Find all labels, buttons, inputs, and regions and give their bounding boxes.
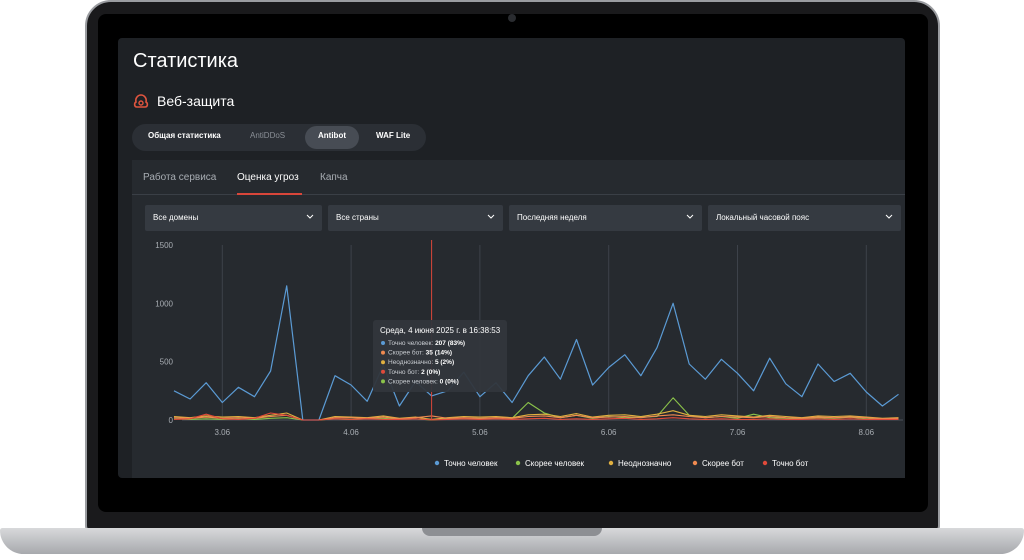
- dropdown-label: Локальный часовой пояс: [716, 213, 810, 222]
- divider: [132, 194, 905, 195]
- y-tick-label: 500: [160, 358, 174, 367]
- legend-dot: [692, 460, 698, 466]
- dropdown-label: Все страны: [336, 213, 379, 222]
- subtab[interactable]: Оценка угроз: [237, 172, 299, 183]
- tab[interactable]: Общая статистика: [148, 131, 221, 140]
- legend-dot: [608, 460, 614, 466]
- series-line: [173, 285, 899, 421]
- legend-label: Неоднозначно: [618, 459, 672, 468]
- tooltip-value: 0 (0%): [440, 378, 459, 385]
- dropdown[interactable]: Последняя неделя: [509, 205, 702, 231]
- x-tick-label: 8.06: [859, 428, 875, 437]
- tooltip-value: 207 (83%): [435, 340, 465, 347]
- dropdown[interactable]: Все страны: [328, 205, 503, 231]
- subtab[interactable]: Капча: [320, 172, 348, 183]
- chevron: [885, 214, 893, 219]
- dropdown-label: Последняя неделя: [517, 213, 587, 222]
- tooltip-box: [373, 320, 507, 392]
- tab[interactable]: Antibot: [318, 131, 346, 140]
- legend-label: Точно бот: [772, 459, 809, 468]
- x-tick-label: 4.06: [343, 428, 359, 437]
- active-tab-pill: [305, 126, 359, 149]
- series-line: [173, 397, 899, 421]
- section-title: Веб-защита: [157, 93, 235, 109]
- tooltip-label: Скорее человек:: [388, 378, 438, 385]
- tooltip-label: Точно бот:: [388, 368, 420, 376]
- y-tick-label: 1500: [155, 241, 173, 250]
- tooltip-item: Скорее человек: 0 (0%): [388, 378, 459, 385]
- chevron: [686, 214, 694, 219]
- legend-label: Скорее бот: [702, 459, 744, 468]
- legend-label: Скорее человек: [525, 459, 585, 468]
- tooltip-item: Скорее бот: 35 (14%): [388, 349, 452, 357]
- subtab[interactable]: Работа сервиса: [143, 172, 217, 183]
- tab-bar: [132, 124, 426, 151]
- tooltip: Среда, 4 июня 2025 г. в 16:38:53 Точно че…: [373, 320, 507, 392]
- tab[interactable]: AntiDDoS: [250, 131, 286, 140]
- shield-icon: [133, 94, 149, 108]
- tab[interactable]: WAF Lite: [376, 131, 411, 140]
- dropdown-label: Все домены: [153, 213, 199, 222]
- tooltip-item: Точно бот: 2 (0%): [388, 368, 440, 376]
- x-tick-label: 7.06: [730, 428, 746, 437]
- x-tick-label: 6.06: [601, 428, 617, 437]
- tooltip-title: Среда, 4 июня 2025 г. в 16:38:53: [380, 326, 501, 335]
- chevron: [306, 214, 314, 219]
- tooltip-dot: [381, 369, 385, 374]
- y-tick-label: 0: [169, 416, 174, 425]
- tooltip-dot: [381, 350, 385, 355]
- dropdown[interactable]: Локальный часовой пояс: [708, 205, 901, 231]
- tooltip-value: 5 (2%): [435, 359, 454, 366]
- legend-dot: [762, 460, 768, 466]
- laptop-notch: [422, 528, 602, 536]
- series-line: [173, 412, 899, 421]
- legend-dot: [515, 460, 521, 466]
- y-tick-label: 1000: [155, 299, 173, 308]
- chevron: [487, 214, 495, 219]
- tooltip-label: Точно человек:: [388, 340, 433, 347]
- x-tick-label: 3.06: [215, 428, 231, 437]
- tooltip-label: Неоднозначно:: [388, 359, 433, 366]
- legend-label: Точно человек: [444, 459, 498, 468]
- series-line: [173, 410, 899, 421]
- active-underline: [237, 193, 302, 195]
- tooltip-dot: [381, 379, 385, 384]
- legend-dot: [434, 460, 440, 466]
- tooltip-dot: [381, 360, 385, 365]
- camera: [508, 14, 516, 22]
- tooltip-value: 35 (14%): [426, 350, 452, 357]
- tooltip-item: Точно человек: 207 (83%): [388, 340, 465, 347]
- page-title: Статистика: [133, 50, 239, 72]
- x-tick-label: 5.06: [472, 428, 488, 437]
- tooltip-dot: [381, 341, 385, 345]
- dropdown[interactable]: Все домены: [145, 205, 322, 231]
- tooltip-item: Неоднозначно: 5 (2%): [388, 359, 454, 366]
- tooltip-value: 2 (0%): [421, 369, 440, 376]
- tooltip-label: Скорее бот:: [388, 349, 424, 357]
